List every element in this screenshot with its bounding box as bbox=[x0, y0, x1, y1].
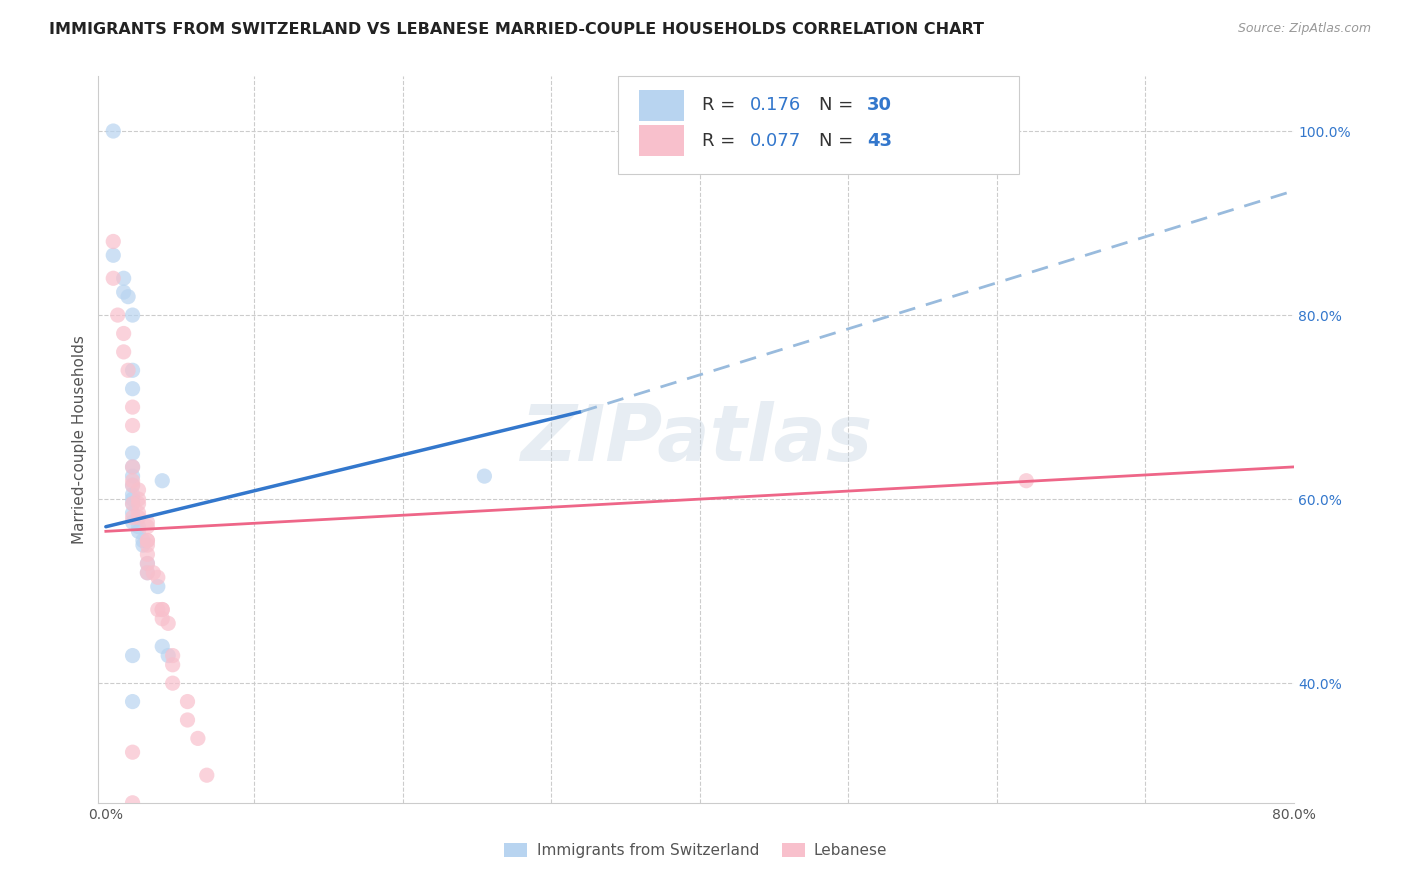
Point bbox=[121, 469, 143, 483]
Point bbox=[150, 474, 173, 488]
Point bbox=[121, 459, 143, 474]
Point bbox=[474, 469, 496, 483]
Point bbox=[150, 602, 173, 616]
Point bbox=[150, 612, 173, 626]
Point bbox=[136, 547, 159, 561]
Point bbox=[136, 538, 159, 552]
Point bbox=[162, 676, 184, 690]
Point bbox=[121, 796, 143, 810]
Point bbox=[162, 648, 184, 663]
Text: N =: N = bbox=[820, 96, 859, 114]
Point bbox=[107, 308, 129, 322]
Point bbox=[121, 492, 143, 507]
Point bbox=[121, 478, 143, 492]
Point bbox=[121, 497, 143, 511]
Point bbox=[146, 580, 169, 594]
Y-axis label: Married-couple Households: Married-couple Households bbox=[72, 334, 87, 544]
Text: Source: ZipAtlas.com: Source: ZipAtlas.com bbox=[1237, 22, 1371, 36]
Point bbox=[150, 640, 173, 654]
Point bbox=[121, 487, 143, 501]
Point bbox=[121, 308, 143, 322]
Point bbox=[121, 474, 143, 488]
Point bbox=[112, 271, 135, 285]
Text: 0.176: 0.176 bbox=[749, 96, 801, 114]
Point bbox=[112, 344, 135, 359]
Point bbox=[176, 695, 198, 709]
Point bbox=[128, 497, 150, 511]
Point bbox=[157, 648, 180, 663]
Point bbox=[136, 520, 159, 534]
Point bbox=[117, 290, 139, 304]
Text: 43: 43 bbox=[868, 131, 891, 150]
Point bbox=[128, 483, 150, 497]
Text: 30: 30 bbox=[868, 96, 891, 114]
Point bbox=[128, 506, 150, 520]
Point bbox=[128, 492, 150, 507]
Point bbox=[103, 124, 125, 138]
Point bbox=[132, 533, 155, 548]
Point bbox=[136, 566, 159, 580]
Point bbox=[157, 616, 180, 631]
Point bbox=[162, 657, 184, 672]
Point bbox=[117, 363, 139, 377]
Text: ZIPatlas: ZIPatlas bbox=[520, 401, 872, 477]
Point bbox=[187, 731, 209, 746]
Legend: Immigrants from Switzerland, Lebanese: Immigrants from Switzerland, Lebanese bbox=[498, 837, 894, 864]
Point bbox=[128, 524, 150, 539]
Point bbox=[121, 400, 143, 414]
Point bbox=[121, 382, 143, 396]
Point bbox=[121, 506, 143, 520]
Point bbox=[142, 566, 165, 580]
Text: IMMIGRANTS FROM SWITZERLAND VS LEBANESE MARRIED-COUPLE HOUSEHOLDS CORRELATION CH: IMMIGRANTS FROM SWITZERLAND VS LEBANESE … bbox=[49, 22, 984, 37]
Point bbox=[136, 557, 159, 571]
FancyBboxPatch shape bbox=[619, 76, 1019, 174]
Point bbox=[103, 248, 125, 262]
Point bbox=[121, 459, 143, 474]
Point bbox=[112, 326, 135, 341]
Point bbox=[121, 478, 143, 492]
Point bbox=[121, 446, 143, 460]
Point bbox=[103, 271, 125, 285]
Bar bbox=[638, 90, 685, 121]
Point bbox=[195, 768, 218, 782]
Point bbox=[121, 510, 143, 524]
Point bbox=[121, 497, 143, 511]
Text: R =: R = bbox=[702, 96, 741, 114]
Point bbox=[136, 533, 159, 548]
Point bbox=[112, 285, 135, 299]
Point bbox=[121, 648, 143, 663]
Point bbox=[128, 520, 150, 534]
Point bbox=[136, 557, 159, 571]
Text: N =: N = bbox=[820, 131, 859, 150]
Point bbox=[121, 418, 143, 433]
Point bbox=[136, 566, 159, 580]
Point bbox=[1015, 474, 1038, 488]
Text: 0.077: 0.077 bbox=[749, 131, 801, 150]
Point bbox=[103, 235, 125, 249]
Point bbox=[132, 538, 155, 552]
Point bbox=[146, 602, 169, 616]
Point bbox=[136, 515, 159, 529]
Point bbox=[176, 713, 198, 727]
Point bbox=[121, 515, 143, 529]
Bar bbox=[638, 125, 685, 156]
Point bbox=[128, 510, 150, 524]
Point bbox=[150, 602, 173, 616]
Point bbox=[146, 570, 169, 584]
Point bbox=[121, 363, 143, 377]
Text: R =: R = bbox=[702, 131, 741, 150]
Point bbox=[136, 533, 159, 548]
Point bbox=[121, 695, 143, 709]
Point bbox=[121, 745, 143, 759]
